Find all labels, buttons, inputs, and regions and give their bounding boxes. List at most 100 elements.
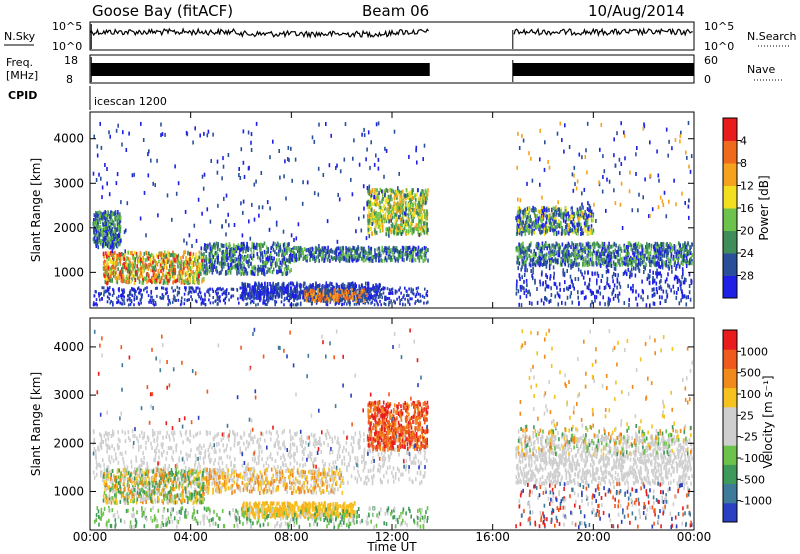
heatmap-cell: [288, 158, 290, 163]
heatmap-cell: [171, 286, 173, 290]
heatmap-cell: [108, 244, 110, 249]
heatmap-cell: [175, 279, 177, 284]
cpid-label: CPID: [8, 89, 37, 102]
nsky-label: N.Sky: [4, 30, 36, 43]
heatmap-cell: [202, 301, 205, 305]
heatmap-cell: [411, 227, 414, 232]
heatmap-cell: [285, 264, 287, 269]
heatmap-cell: [563, 252, 566, 256]
heatmap-cell: [128, 297, 130, 301]
heatmap-cell: [424, 224, 427, 229]
heatmap-cell: [390, 204, 393, 209]
heatmap-cell: [250, 132, 253, 137]
heatmap-cell: [400, 248, 402, 253]
heatmap-cell: [402, 197, 405, 202]
heatmap-cell: [397, 224, 400, 228]
heatmap-cell: [164, 287, 167, 291]
heatmap-cell: [408, 191, 410, 196]
heatmap-cell: [195, 258, 197, 263]
heatmap-cell: [143, 190, 146, 195]
heatmap-cell: [561, 250, 563, 255]
heatmap-cell: [206, 245, 209, 250]
heatmap-cell: [390, 209, 392, 214]
heatmap-cell: [156, 275, 159, 280]
heatmap-cell: [412, 201, 415, 206]
noise-tick-left-top: 10^5: [52, 20, 82, 33]
heatmap-cell: [384, 246, 386, 251]
heatmap-cell: [419, 293, 421, 297]
heatmap-cell: [356, 292, 359, 297]
heatmap-cell: [163, 250, 166, 255]
heatmap-cell: [409, 210, 412, 215]
heatmap-cell: [227, 212, 229, 217]
heatmap-cell: [419, 202, 421, 207]
heatmap-cell: [242, 241, 245, 246]
heatmap-cell: [408, 294, 410, 298]
heatmap-cell: [398, 288, 400, 292]
heatmap-cell: [263, 263, 266, 268]
heatmap-cell: [386, 258, 388, 263]
heatmap-cell: [177, 274, 179, 279]
heatmap-cell: [270, 246, 272, 251]
heatmap-cell: [212, 301, 214, 305]
heatmap-cell: [347, 285, 349, 290]
heatmap-cell: [153, 275, 156, 279]
heatmap-cell: [121, 302, 123, 306]
heatmap-cell: [198, 295, 200, 299]
heatmap-cell: [300, 247, 303, 252]
heatmap-cell: [410, 288, 413, 292]
heatmap-cell: [610, 244, 613, 249]
heatmap-cell: [292, 282, 295, 287]
heatmap-cell: [403, 258, 405, 263]
heatmap-cell: [418, 233, 421, 237]
heatmap-cell: [668, 261, 671, 266]
heatmap-cell: [306, 295, 309, 300]
heatmap-cell: [419, 249, 422, 254]
heatmap-cell: [117, 267, 119, 272]
heatmap-cell: [359, 254, 362, 258]
heatmap-cell: [558, 253, 561, 258]
heatmap-cell: [269, 155, 271, 160]
heatmap-cell: [275, 258, 278, 263]
heatmap-cell: [187, 273, 190, 278]
heatmap-cell: [337, 294, 340, 299]
heatmap-cell: [336, 255, 338, 260]
heatmap-cell: [131, 261, 134, 266]
heatmap-cell: [174, 299, 176, 303]
heatmap-cell: [184, 288, 187, 292]
heatmap-cell: [380, 214, 383, 219]
heatmap-cell: [251, 299, 254, 303]
heatmap-cell: [650, 247, 653, 252]
heatmap-cell: [284, 286, 286, 290]
heatmap-cell: [165, 258, 168, 263]
heatmap-cell: [216, 295, 219, 299]
heatmap-cell: [420, 231, 422, 236]
heatmap-cell: [156, 158, 158, 163]
heatmap-cell: [217, 287, 219, 291]
heatmap-cell: [412, 253, 414, 258]
heatmap-cell: [553, 245, 555, 250]
heatmap-cell: [377, 166, 380, 171]
heatmap-cell: [652, 259, 654, 264]
heatmap-cell: [123, 254, 125, 259]
heatmap-cell: [261, 286, 263, 291]
heatmap-cell: [284, 159, 286, 164]
heatmap-cell: [160, 259, 163, 264]
heatmap-cell: [417, 255, 419, 260]
heatmap-cell: [272, 259, 274, 263]
heatmap-cell: [110, 216, 112, 221]
heatmap-cell: [322, 284, 324, 289]
heatmap-cell: [267, 256, 269, 261]
heatmap-cell: [327, 296, 330, 301]
heatmap-cell: [250, 148, 253, 152]
heatmap-cell: [599, 251, 601, 256]
heatmap-cell: [390, 255, 393, 260]
heatmap-cell: [591, 262, 593, 267]
heatmap-cell: [267, 249, 269, 254]
heatmap-cell: [296, 303, 298, 307]
heatmap-cell: [259, 289, 262, 294]
heatmap-cell: [405, 231, 407, 236]
heatmap-cell: [106, 258, 109, 263]
heatmap-cell: [426, 198, 428, 203]
heatmap-cell: [634, 259, 636, 264]
